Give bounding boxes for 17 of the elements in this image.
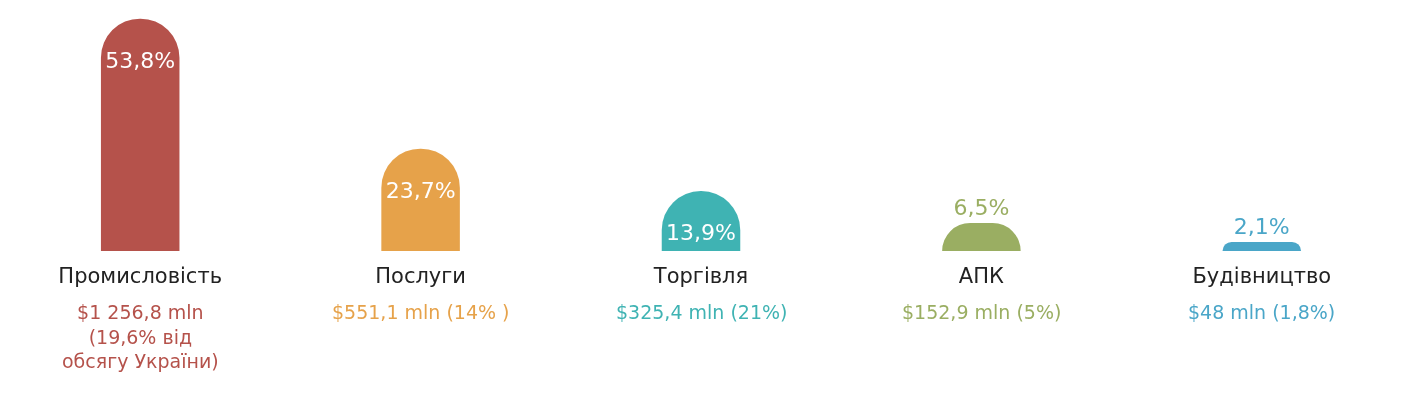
data-label: 6,5% bbox=[953, 194, 1010, 220]
text: $325,4 mln (21%) bbox=[616, 301, 788, 323]
x-tick-label: Промисловість bbox=[58, 264, 223, 288]
x-tick-label: Послуги bbox=[375, 264, 466, 288]
bar bbox=[100, 18, 180, 251]
data-label: 23,7% bbox=[385, 178, 456, 203]
bar bbox=[1222, 241, 1302, 251]
text: $48 mln (1,8%) bbox=[1188, 301, 1336, 323]
data-label: 13,9% bbox=[666, 220, 736, 246]
data-label: 2,1% bbox=[1233, 213, 1290, 239]
data-label: 53,8% bbox=[105, 48, 176, 74]
x-tick-label: Будівництво bbox=[1192, 264, 1332, 288]
text: $551,1 mln (14% ) bbox=[332, 301, 510, 323]
x-tick-label: Торгівля bbox=[652, 264, 749, 288]
x-tick-label: АПК bbox=[958, 264, 1005, 288]
text: $1 256,8 mln (19,6% від обсягу України) bbox=[62, 301, 219, 373]
text: $152,9 mln (5%) bbox=[902, 301, 1062, 323]
